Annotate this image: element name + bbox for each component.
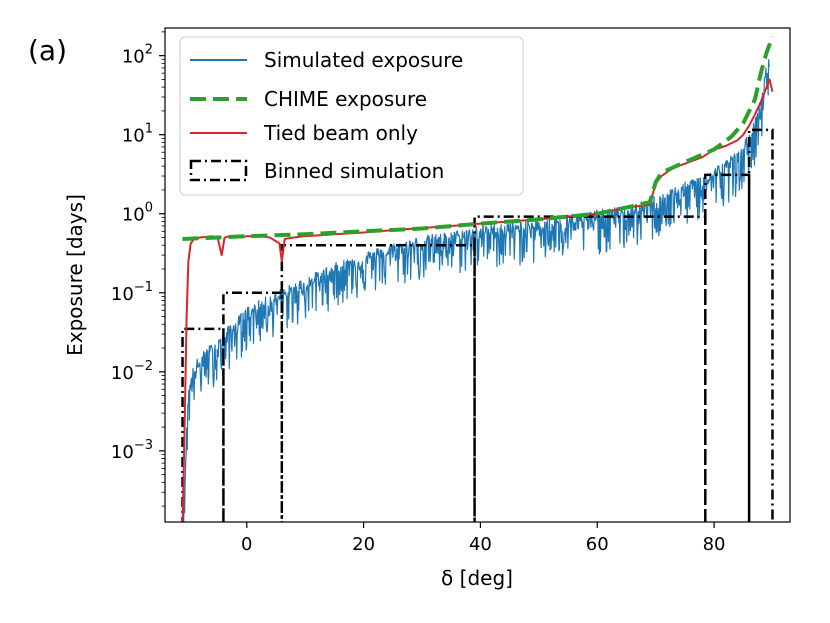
legend: Simulated exposure CHIME exposure Tied b… (179, 36, 524, 196)
y-tick-label: 10−3 (111, 438, 153, 463)
y-tick-label: 10−1 (111, 280, 153, 305)
y-tick-exponent: 2 (145, 43, 153, 58)
legend-label-tied-beam: Tied beam only (263, 121, 418, 145)
y-tick-label: 101 (122, 122, 153, 147)
series-chime-exposure (182, 35, 775, 241)
y-tick-exponent: −1 (134, 280, 153, 295)
legend-box (179, 36, 524, 196)
x-tick-label: 0 (241, 534, 252, 555)
x-tick-label: 60 (586, 534, 609, 555)
x-axis: 0 20 40 60 80 (241, 522, 726, 555)
y-tick-label: 10−2 (111, 359, 153, 384)
y-tick-label: 102 (122, 43, 153, 68)
y-tick-base: 10 (111, 442, 134, 463)
legend-label-simulated: Simulated exposure (264, 48, 463, 72)
x-axis-label: δ [deg] (441, 566, 513, 590)
legend-swatch-binned (189, 159, 248, 182)
y-tick-exponent: −3 (134, 438, 153, 453)
y-tick-exponent: 1 (145, 122, 153, 137)
plot-frame (164, 27, 791, 523)
y-tick-base: 10 (122, 205, 145, 226)
series-simulated-exposure (183, 58, 770, 522)
y-tick-base: 10 (111, 284, 134, 305)
y-tick-base: 10 (111, 363, 134, 384)
x-tick-label: 80 (703, 534, 726, 555)
y-tick-exponent: −2 (134, 359, 153, 374)
legend-label-binned: Binned simulation (264, 159, 444, 183)
x-tick-label: 40 (469, 534, 492, 555)
y-tick-label: 100 (122, 201, 153, 226)
series-layer (181, 35, 775, 522)
y-tick-exponent: 0 (145, 201, 153, 216)
panel-label: (a) (28, 34, 67, 67)
y-axis-label: Exposure [days] (63, 194, 87, 356)
legend-label-chime: CHIME exposure (264, 87, 427, 111)
x-tick-label: 20 (352, 534, 375, 555)
y-tick-base: 10 (122, 47, 145, 68)
y-tick-base: 10 (122, 126, 145, 147)
